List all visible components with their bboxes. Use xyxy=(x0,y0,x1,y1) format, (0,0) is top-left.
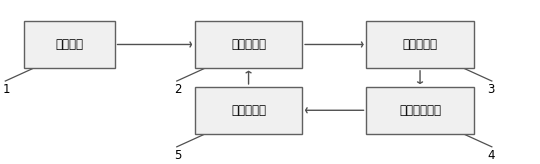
Bar xyxy=(24,21,114,68)
Text: 5: 5 xyxy=(174,149,181,162)
Text: 1: 1 xyxy=(3,83,10,96)
Bar xyxy=(367,21,474,68)
Bar xyxy=(367,87,474,134)
Text: 信号处理模块: 信号处理模块 xyxy=(399,104,441,117)
Text: 光声池模块: 光声池模块 xyxy=(402,38,437,51)
Text: 光源模块: 光源模块 xyxy=(55,38,83,51)
Bar xyxy=(195,21,302,68)
Text: 控制器模块: 控制器模块 xyxy=(231,104,266,117)
Text: 2: 2 xyxy=(174,83,181,96)
Text: 4: 4 xyxy=(487,149,495,162)
Bar xyxy=(195,87,302,134)
Text: 斩波器模块: 斩波器模块 xyxy=(231,38,266,51)
Text: 3: 3 xyxy=(487,83,495,96)
